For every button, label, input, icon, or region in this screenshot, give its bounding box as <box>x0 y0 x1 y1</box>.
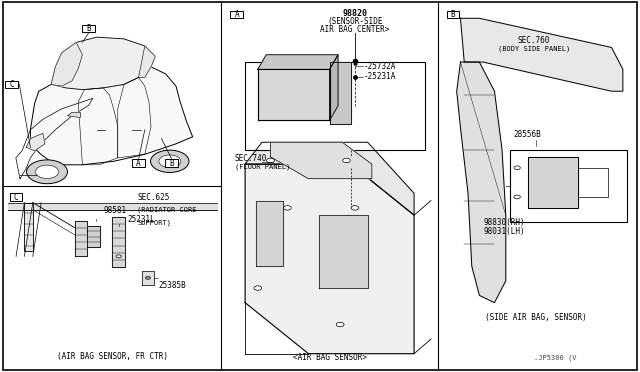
Circle shape <box>337 322 344 327</box>
Text: -25732A: -25732A <box>364 62 396 71</box>
Text: B: B <box>86 24 91 33</box>
Text: (RADIATOR CORE: (RADIATOR CORE <box>138 206 197 213</box>
Circle shape <box>116 255 121 258</box>
Polygon shape <box>457 62 506 303</box>
Text: -25231A: -25231A <box>364 72 396 81</box>
Polygon shape <box>8 203 217 210</box>
Polygon shape <box>87 226 100 247</box>
Circle shape <box>150 150 189 173</box>
Circle shape <box>26 160 68 184</box>
Polygon shape <box>24 203 33 251</box>
Text: <AIR BAG SENSOR>: <AIR BAG SENSOR> <box>292 353 367 362</box>
Text: AIR BAG CENTER>: AIR BAG CENTER> <box>320 25 390 35</box>
Circle shape <box>145 276 150 279</box>
Polygon shape <box>138 46 155 77</box>
Text: (AIR BAG SENSOR, FR CTR): (AIR BAG SENSOR, FR CTR) <box>57 352 168 361</box>
Polygon shape <box>30 67 193 165</box>
Polygon shape <box>68 112 81 118</box>
Text: 25231L: 25231L <box>127 215 155 224</box>
Polygon shape <box>330 55 338 121</box>
Text: 28556B: 28556B <box>513 130 541 140</box>
Circle shape <box>284 206 291 210</box>
Text: SUPPORT): SUPPORT) <box>138 219 172 225</box>
Text: C: C <box>13 193 19 202</box>
Circle shape <box>351 206 359 210</box>
Polygon shape <box>529 157 577 208</box>
Polygon shape <box>258 69 330 121</box>
Text: A: A <box>136 158 141 167</box>
Bar <box>165 159 178 167</box>
Bar <box>132 159 145 167</box>
Bar <box>230 11 243 18</box>
Text: (SIDE AIR BAG, SENSOR): (SIDE AIR BAG, SENSOR) <box>485 313 587 322</box>
Polygon shape <box>245 164 414 354</box>
Circle shape <box>514 195 520 199</box>
Bar <box>5 81 18 88</box>
Text: B: B <box>451 10 455 19</box>
Polygon shape <box>271 142 372 179</box>
Bar <box>509 150 627 222</box>
Polygon shape <box>51 42 83 86</box>
Polygon shape <box>461 18 623 91</box>
Polygon shape <box>258 55 338 69</box>
Circle shape <box>159 155 180 168</box>
Text: B: B <box>170 158 174 167</box>
Text: 98581: 98581 <box>104 206 127 215</box>
Polygon shape <box>113 217 125 267</box>
Polygon shape <box>75 221 87 256</box>
Circle shape <box>267 158 275 163</box>
Text: 98031(LH): 98031(LH) <box>483 227 525 236</box>
Text: (SENSOR-SIDE: (SENSOR-SIDE <box>327 17 383 26</box>
Text: SEC.760: SEC.760 <box>517 36 550 45</box>
Text: SEC.625: SEC.625 <box>138 193 170 202</box>
Text: 25385B: 25385B <box>158 280 186 289</box>
Bar <box>82 25 95 32</box>
Text: A: A <box>234 10 239 19</box>
Polygon shape <box>26 133 45 151</box>
Text: (BODY SIDE PANEL): (BODY SIDE PANEL) <box>499 46 570 52</box>
Text: .JP5300 (V: .JP5300 (V <box>534 355 576 361</box>
Bar <box>10 193 22 201</box>
Polygon shape <box>255 201 283 266</box>
Circle shape <box>342 158 350 163</box>
Polygon shape <box>319 215 367 288</box>
Text: SEC.740: SEC.740 <box>235 154 267 163</box>
Circle shape <box>514 166 520 170</box>
Text: C: C <box>10 80 14 89</box>
Text: 98820: 98820 <box>342 9 367 18</box>
Circle shape <box>254 286 262 290</box>
Text: (FLOOR PANEL): (FLOOR PANEL) <box>235 164 290 170</box>
Bar <box>245 62 425 150</box>
Text: 98830(RH): 98830(RH) <box>483 218 525 227</box>
Polygon shape <box>141 271 154 285</box>
Polygon shape <box>51 37 155 90</box>
Circle shape <box>35 165 58 179</box>
Polygon shape <box>330 62 351 124</box>
Polygon shape <box>245 142 414 215</box>
Bar <box>447 11 460 18</box>
